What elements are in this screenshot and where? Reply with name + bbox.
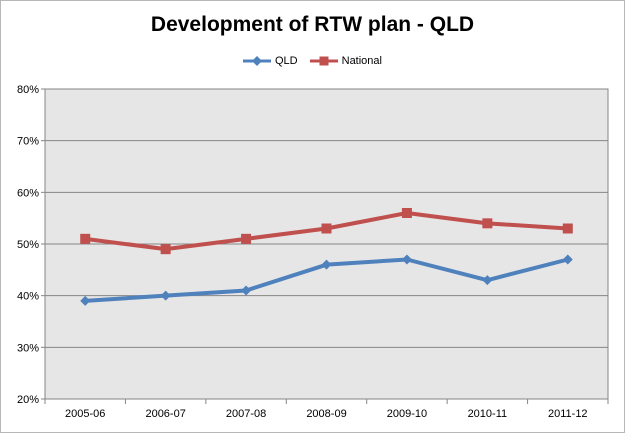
- point-qld-2011-12: [562, 254, 573, 265]
- point-national-2005-06: [80, 233, 91, 244]
- legend-label-national: National: [341, 55, 382, 67]
- legend-swatch-national: [309, 56, 338, 66]
- point-qld-2009-10: [401, 254, 412, 265]
- point-national-2011-12: [562, 223, 573, 234]
- x-tick-label-2011-12: 2011-12: [548, 408, 588, 420]
- y-tick-label-40: 40%: [17, 291, 39, 303]
- x-tick-label-2010-11: 2010-11: [468, 408, 508, 420]
- legend-item-qld: QLD: [243, 55, 298, 67]
- point-national-2008-09: [321, 223, 332, 234]
- legend-label-qld: QLD: [275, 55, 298, 67]
- point-qld-2008-09: [321, 259, 332, 270]
- point-qld-2006-07: [160, 290, 171, 301]
- x-tick-label-2006-07: 2006-07: [145, 408, 185, 420]
- point-qld-2007-08: [241, 285, 252, 296]
- y-tick-label-20: 20%: [17, 394, 39, 406]
- point-national-2010-11: [482, 218, 493, 229]
- y-tick-label-70: 70%: [17, 136, 39, 148]
- y-tick-label-30: 30%: [17, 342, 39, 354]
- x-tick-label-2008-09: 2008-09: [306, 408, 346, 420]
- x-tick-label-2009-10: 2009-10: [387, 408, 427, 420]
- point-qld-2010-11: [482, 275, 493, 286]
- point-national-2006-07: [160, 244, 171, 255]
- legend-item-national: National: [309, 55, 382, 67]
- x-tick-label-2005-06: 2005-06: [65, 408, 105, 420]
- plot-border: [44, 88, 609, 400]
- y-tick-label-60: 60%: [17, 187, 39, 199]
- y-tick-label-80: 80%: [17, 84, 39, 96]
- y-tick-label-50: 50%: [17, 239, 39, 251]
- point-national-2007-08: [241, 233, 252, 244]
- point-qld-2005-06: [80, 295, 91, 306]
- legend: QLD National: [1, 55, 624, 67]
- x-tick-label-2007-08: 2007-08: [226, 408, 266, 420]
- point-national-2009-10: [401, 208, 412, 218]
- chart-title: Development of RTW plan - QLD: [150, 13, 475, 36]
- legend-swatch-qld: [243, 56, 271, 66]
